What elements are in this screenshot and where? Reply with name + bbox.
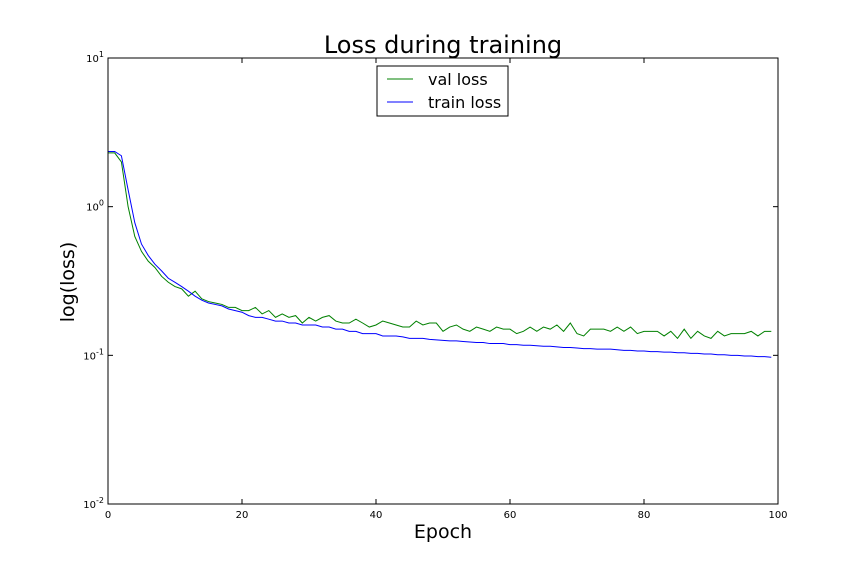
y-tick-label: 100	[86, 199, 104, 214]
plot-area-frame	[107, 57, 779, 505]
axis-ticks-group: 0 20 40 60 80 100 10-2 10-1 100 101	[83, 50, 787, 521]
legend-label: val loss	[428, 70, 488, 89]
series-line-train-loss	[108, 151, 772, 358]
plot-series-group	[108, 151, 772, 358]
y-tick-label: 10-1	[83, 347, 104, 362]
legend: val loss train loss	[376, 65, 509, 117]
x-axis-label: Epoch	[414, 521, 472, 543]
y-tick-label: 10-2	[83, 496, 104, 511]
x-tick-label: 0	[105, 510, 111, 521]
legend-label: train loss	[428, 93, 501, 112]
x-tick-label: 20	[236, 510, 249, 521]
x-tick-label: 40	[370, 510, 383, 521]
x-tick-label: 100	[768, 510, 787, 521]
legend-box	[376, 65, 509, 117]
x-tick-label: 80	[638, 510, 651, 521]
chart-title: Loss during training	[324, 31, 562, 59]
x-tick-label: 60	[504, 510, 517, 521]
y-axis-label: log(loss)	[57, 242, 79, 323]
y-tick-label: 101	[86, 50, 104, 65]
series-line-val-loss	[108, 152, 772, 340]
